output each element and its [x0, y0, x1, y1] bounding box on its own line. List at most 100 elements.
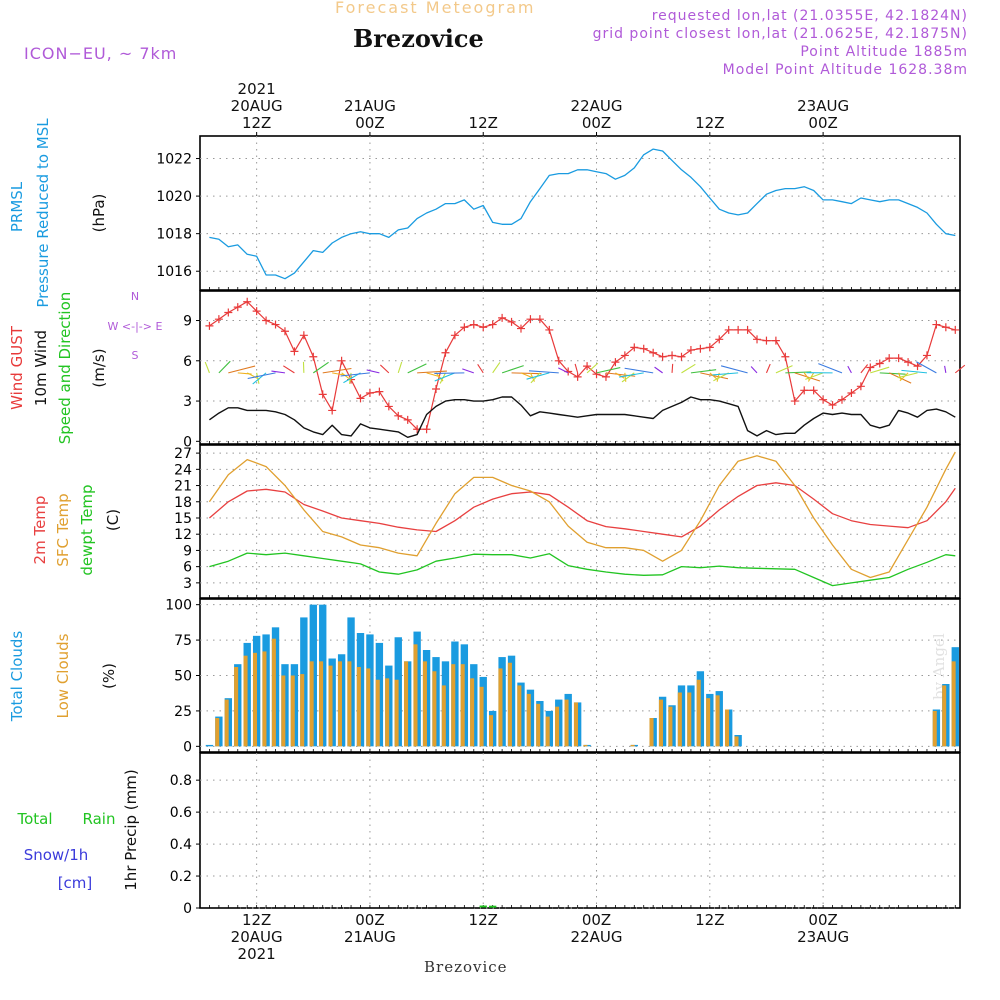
top-time-label: 00Z: [808, 114, 837, 132]
gridpoint-coords: grid point closest lon,lat (21.0625E, 42…: [592, 26, 968, 42]
gust-point: [724, 325, 733, 334]
low-cloud-bar: [517, 685, 522, 747]
low-cloud-bar: [951, 661, 956, 747]
low-cloud-bar: [366, 668, 371, 747]
low-cloud-bar: [347, 661, 352, 747]
wind-arrow: [558, 367, 569, 374]
wind-arrow: [218, 360, 231, 374]
wind-label-dir: Speed and Direction: [56, 292, 74, 445]
wind-arrow: [870, 366, 890, 374]
wind-arrow: [228, 365, 256, 374]
wind-arrow: [901, 369, 928, 374]
y-tick-label: 75: [174, 633, 192, 649]
y-tick-label: 6: [183, 354, 192, 370]
pressure-label-msl: Pressure Reduced to MSL: [34, 118, 52, 308]
low-cloud-bar: [356, 667, 361, 747]
wind-arrow: [520, 372, 532, 378]
point-altitude: Point Altitude 1885m: [800, 44, 968, 60]
top-time-label: 12Z: [695, 114, 724, 132]
low-cloud-bar: [536, 703, 541, 747]
wind-arrow: [700, 372, 729, 380]
wind-arrow: [283, 365, 295, 374]
gust-point: [894, 354, 903, 363]
requested-coords: requested lon,lat (21.0355E, 42.1824N): [651, 8, 968, 24]
precip-label-snow: Snow/1h: [24, 846, 89, 864]
wind-arrow: [775, 365, 793, 374]
y-tick-label: 3: [183, 576, 192, 592]
gust-point: [290, 347, 299, 356]
gust-point: [715, 335, 724, 344]
gust-point: [554, 356, 563, 365]
low-cloud-bar: [432, 671, 437, 747]
low-cloud-bar: [715, 695, 720, 747]
gust-point: [545, 325, 554, 334]
gust-point: [535, 315, 544, 324]
gust-point: [866, 363, 875, 372]
gust-point: [658, 352, 667, 361]
gust-point: [252, 307, 261, 316]
low-cloud-bar: [696, 679, 701, 747]
wind-arrow: [765, 363, 771, 374]
y-tick-label: 0.8: [170, 773, 192, 789]
wind-arrow: [574, 363, 579, 374]
pressure-unit: (hPa): [90, 194, 108, 233]
temp-label-sfc: SFC Temp: [54, 493, 72, 566]
gust-point: [233, 303, 242, 312]
model-altitude: Model Point Altitude 1628.38m: [722, 62, 968, 78]
gust-point: [488, 320, 497, 329]
wind-arrow: [690, 369, 717, 374]
wind-arrow: [477, 364, 484, 374]
low-cloud-bar: [319, 661, 324, 747]
temp-label-dew: dewpt Temp: [78, 484, 96, 575]
wind-arrow: [671, 363, 674, 373]
panel-frame-pressure: [199, 135, 961, 291]
gust-line: [209, 301, 956, 430]
gust-point: [705, 343, 714, 352]
low-cloud-bar: [460, 664, 465, 747]
bottom-time-label: 22AUG: [571, 928, 623, 946]
gust-point: [856, 382, 865, 391]
low-cloud-bar: [526, 693, 531, 747]
low-cloud-bar: [337, 661, 342, 747]
gust-point: [762, 336, 771, 345]
y-tick-label: 50: [174, 669, 192, 685]
wind-arrow: [709, 372, 718, 380]
gust-point: [951, 325, 960, 334]
bottom-time-label: 12Z: [469, 911, 498, 929]
wind-arrow: [322, 367, 352, 374]
precip-label-total: Total: [16, 810, 52, 828]
top-time-label: 21AUG: [344, 97, 396, 115]
wind-arrow: [426, 372, 439, 377]
wind-arrow: [624, 367, 654, 374]
panel-frame-wind: [199, 290, 961, 445]
wind-label-gust: Wind GUST: [8, 325, 26, 410]
low-cloud-bar: [300, 674, 305, 747]
wind-arrow: [417, 370, 447, 374]
wind-label-10m: 10m Wind: [32, 330, 50, 406]
wind-arrow: [526, 372, 550, 380]
wind-arrow: [340, 372, 370, 377]
gust-point: [460, 323, 469, 332]
low-cloud-bar: [271, 638, 276, 747]
cloud-label-total: Total Clouds: [8, 631, 26, 723]
panel-frame-precip: [199, 752, 961, 909]
wind-arrow: [511, 372, 542, 375]
low-cloud-bar: [932, 710, 937, 747]
low-cloud-bar: [375, 679, 380, 747]
precip-unit: 1hr Precip (mm): [122, 769, 140, 890]
low-cloud-bar: [734, 736, 739, 747]
gust-point: [696, 344, 705, 353]
panel-frame-temp: [199, 444, 961, 599]
y-tick-label: 1018: [156, 227, 192, 243]
gust-point: [479, 323, 488, 332]
y-tick-label: 0.4: [170, 837, 192, 853]
top-time-label: 12Z: [469, 114, 498, 132]
wind-arrow: [379, 364, 390, 374]
gust-point: [630, 343, 639, 352]
y-tick-label: 1020: [156, 189, 192, 205]
gust-point: [611, 358, 620, 367]
wind-arrow: [944, 365, 947, 373]
gust-point: [913, 362, 922, 371]
low-cloud-bar: [470, 678, 475, 747]
gust-point: [469, 320, 478, 329]
